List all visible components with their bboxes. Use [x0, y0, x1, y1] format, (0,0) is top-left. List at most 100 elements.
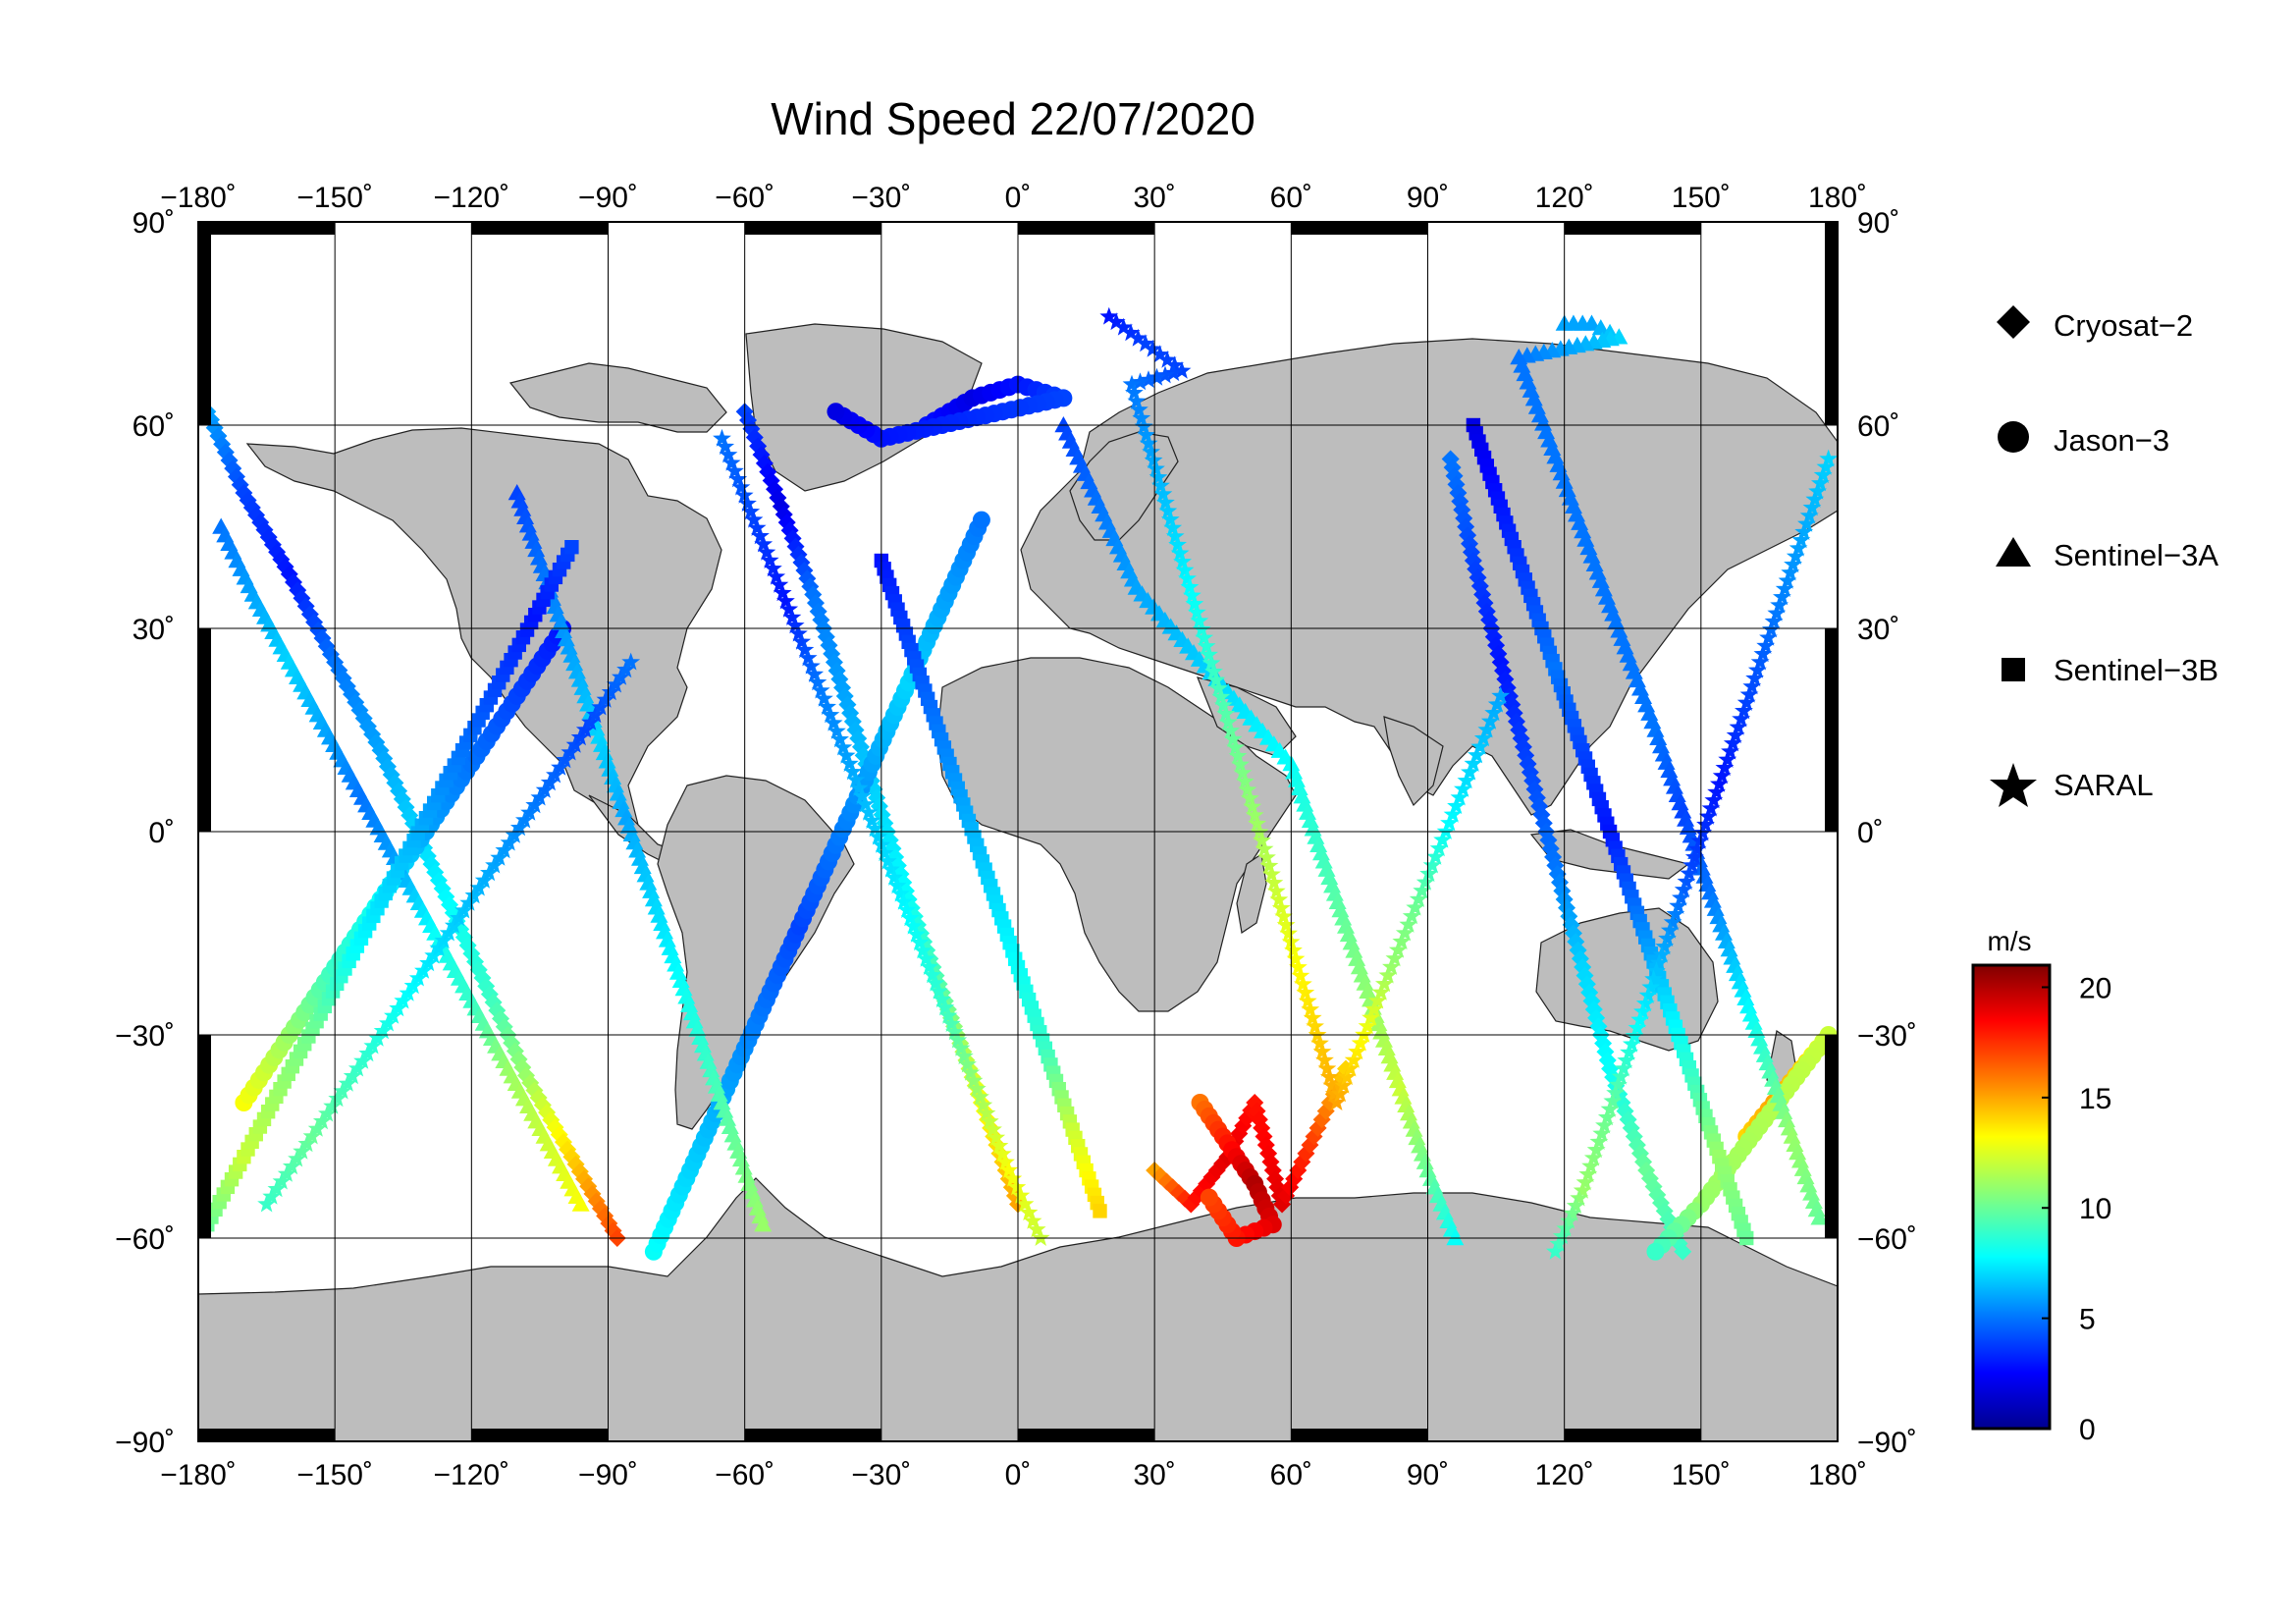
- track-point-star: [731, 477, 751, 496]
- frame-tick-right: [1825, 1035, 1838, 1238]
- track-point-star: [1195, 627, 1214, 646]
- longitude-tick-label: 180˚: [1808, 182, 1867, 214]
- track-point-star: [1633, 1001, 1652, 1020]
- track-point-star: [1707, 783, 1726, 800]
- track-point-star: [1279, 924, 1298, 942]
- track-point-star: [1750, 652, 1770, 671]
- longitude-tick-label: −150˚: [296, 1459, 373, 1491]
- track-point-star: [1178, 568, 1197, 587]
- track-point-star: [1747, 660, 1767, 678]
- track-point-star: [1274, 906, 1294, 925]
- track-point-star: [1575, 1172, 1595, 1191]
- track-point-star: [1137, 425, 1156, 444]
- track-point-star: [1641, 977, 1661, 996]
- track-point-star: [1563, 1204, 1582, 1221]
- longitude-tick-label: −150˚: [296, 182, 373, 214]
- arabia-india-landmass: [1197, 676, 1444, 807]
- track-point-star: [1127, 391, 1147, 409]
- legend-label: Jason−3: [2054, 423, 2169, 458]
- track-point-star: [773, 583, 792, 602]
- track-point-star: [1327, 1093, 1347, 1110]
- track-point-star: [1371, 983, 1391, 1001]
- track-point-star: [764, 559, 782, 577]
- track-point-star: [1209, 678, 1228, 697]
- track-point-star: [1552, 1226, 1572, 1245]
- track-point-star: [1480, 712, 1500, 730]
- track-point-star: [830, 730, 849, 748]
- track-point-star: [1710, 774, 1729, 792]
- track-point-star: [1129, 400, 1148, 418]
- frame-tick-top: [1018, 222, 1155, 235]
- map-frame: [197, 221, 1839, 1442]
- latitude-tick-label: −30˚: [1857, 1020, 1917, 1053]
- track-point-star: [865, 819, 884, 838]
- track-point-star: [1491, 686, 1511, 704]
- track-point-star: [1216, 704, 1236, 723]
- track-point-star: [1655, 937, 1675, 955]
- track-point-star: [1255, 839, 1274, 857]
- track-point-star: [1669, 896, 1688, 914]
- track-point-star: [1638, 986, 1658, 1003]
- frame-tick-bottom: [1564, 1429, 1701, 1441]
- track-point-star: [1666, 904, 1685, 923]
- track-point-star: [1546, 1241, 1565, 1260]
- track-point-star: [1698, 806, 1718, 825]
- track-point-star: [779, 599, 799, 618]
- track-point-star: [1289, 957, 1308, 976]
- legend-item-saral: SARAL: [1990, 763, 2154, 807]
- track-point-star: [1813, 465, 1833, 484]
- frame-tick-bottom: [471, 1429, 609, 1441]
- track-point-star: [1150, 345, 1170, 363]
- latitude-tick-label: −90˚: [1857, 1427, 1917, 1459]
- track-point-star: [1308, 1025, 1327, 1044]
- track-point-star: [1155, 493, 1175, 512]
- track-point-star: [945, 1022, 964, 1041]
- longitude-tick-label: −30˚: [851, 182, 911, 214]
- legend-label: Cryosat−2: [2054, 308, 2193, 343]
- colorbar-unit-label: m/s: [1987, 926, 2031, 956]
- track-point-star: [824, 713, 843, 731]
- track-point-star: [828, 722, 846, 739]
- longitude-tick-label: 30˚: [1133, 182, 1175, 214]
- track-point-star: [903, 916, 923, 935]
- track-point-star: [1319, 1067, 1339, 1086]
- track-point-star: [1368, 991, 1387, 1009]
- track-point-star: [782, 608, 802, 625]
- track-point-star: [767, 567, 786, 585]
- track-point-star: [760, 551, 779, 568]
- legend-item-sentinel-3b: Sentinel−3B: [2002, 653, 2218, 687]
- track-point-star: [1773, 587, 1791, 606]
- track-point-star: [744, 510, 764, 528]
- frame-tick-bottom: [1291, 1429, 1428, 1441]
- colorbar-gradient: [1971, 963, 2052, 1431]
- track-point-star: [1164, 363, 1183, 382]
- track-point-diamond: [1674, 1242, 1692, 1261]
- track-point-star: [795, 640, 815, 659]
- longitude-tick-label: 180˚: [1808, 1459, 1867, 1491]
- frame-tick-right: [1825, 222, 1838, 425]
- track-point-star: [846, 770, 866, 788]
- track-point-star: [1168, 535, 1187, 554]
- track-point-star: [894, 892, 913, 910]
- track-point-star: [1259, 856, 1279, 875]
- latitude-tick-label: 30˚: [1857, 614, 1899, 646]
- track-point-triangle: [1810, 1209, 1829, 1225]
- track-point-star: [1549, 1234, 1569, 1252]
- track-point-star: [958, 1055, 977, 1073]
- frame-tick-bottom: [1018, 1429, 1155, 1441]
- track-point-star: [1732, 709, 1751, 728]
- track-point-star: [980, 1111, 999, 1130]
- track-point-star: [1663, 912, 1682, 931]
- longitude-labels-bottom: −180˚ −150˚ −120˚ −90˚ −60˚ −30˚ 0˚ 30˚ 60˚ 90˚ 12…: [160, 1459, 1867, 1491]
- track-point-star: [954, 1047, 974, 1065]
- track-point-star: [1228, 746, 1248, 765]
- longitude-tick-label: −30˚: [851, 1459, 911, 1491]
- track-point-star: [1296, 983, 1315, 1001]
- frame-tick-bottom: [198, 1429, 336, 1441]
- colorbar-tick-label: 15: [2079, 1083, 2111, 1115]
- longitude-tick-label: −180˚: [160, 182, 237, 214]
- track-point-triangle: [754, 1216, 773, 1232]
- track-point-star: [1348, 1042, 1366, 1060]
- track-point-star: [1606, 1083, 1625, 1102]
- map-panel: −180˚ −150˚ −120˚ −90˚ −60˚ −30˚ 0˚ 30˚ 60˚ 90˚ 12…: [115, 182, 1917, 1491]
